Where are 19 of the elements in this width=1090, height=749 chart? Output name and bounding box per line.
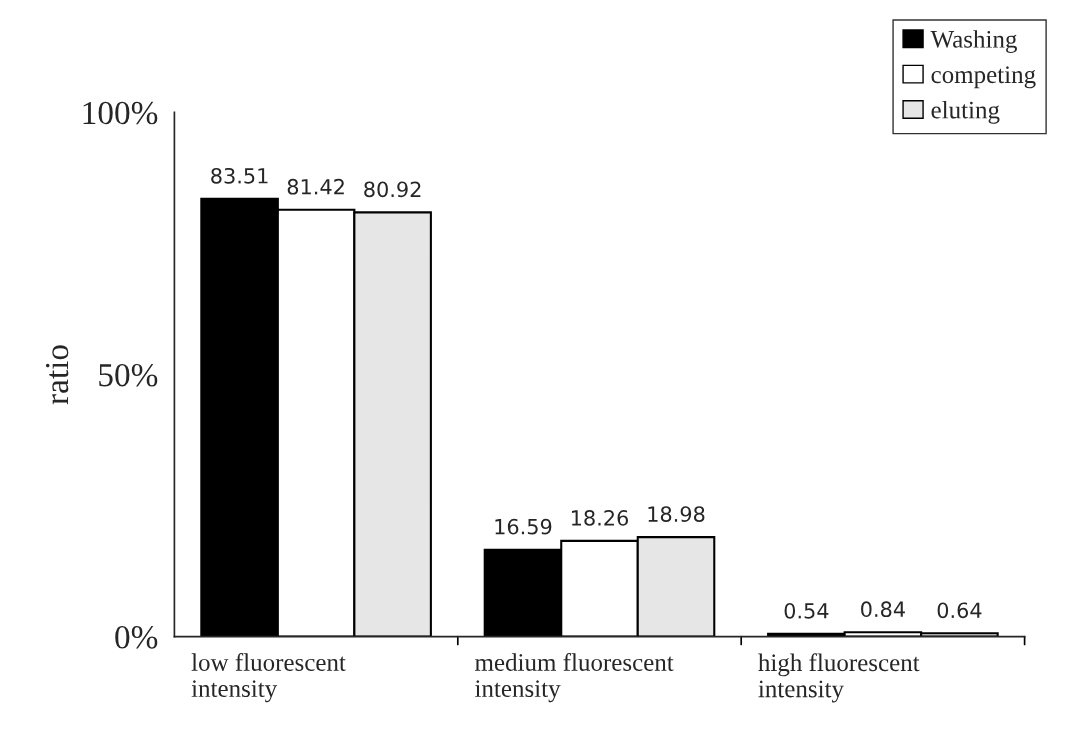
y-tick-label: 100% bbox=[83, 101, 158, 125]
data-label: 18.26 bbox=[571, 510, 629, 526]
data-label: 18.98 bbox=[648, 506, 705, 522]
data-label: 0.64 bbox=[937, 602, 982, 619]
x-tick-label: low fluorescent intensity bbox=[191, 653, 346, 703]
legend-label: Washing bbox=[930, 30, 1017, 53]
data-label: 0.54 bbox=[784, 602, 829, 619]
data-label: 0.84 bbox=[861, 601, 905, 618]
y-axis-title: ratio bbox=[45, 345, 69, 405]
x-tick-label: medium fluorescent intensity bbox=[475, 653, 674, 703]
x-tick-label: high fluorescent intensity bbox=[758, 653, 920, 703]
data-label: 16.59 bbox=[495, 518, 552, 535]
data-label: 80.92 bbox=[364, 181, 421, 198]
data-label: 83.51 bbox=[211, 167, 268, 184]
legend-label: eluting bbox=[931, 100, 1000, 124]
legend-label: competing bbox=[931, 66, 1036, 89]
y-tick-label: 0% bbox=[115, 626, 158, 649]
y-tick-label: 50% bbox=[99, 363, 158, 387]
data-label: 81.42 bbox=[287, 178, 344, 195]
